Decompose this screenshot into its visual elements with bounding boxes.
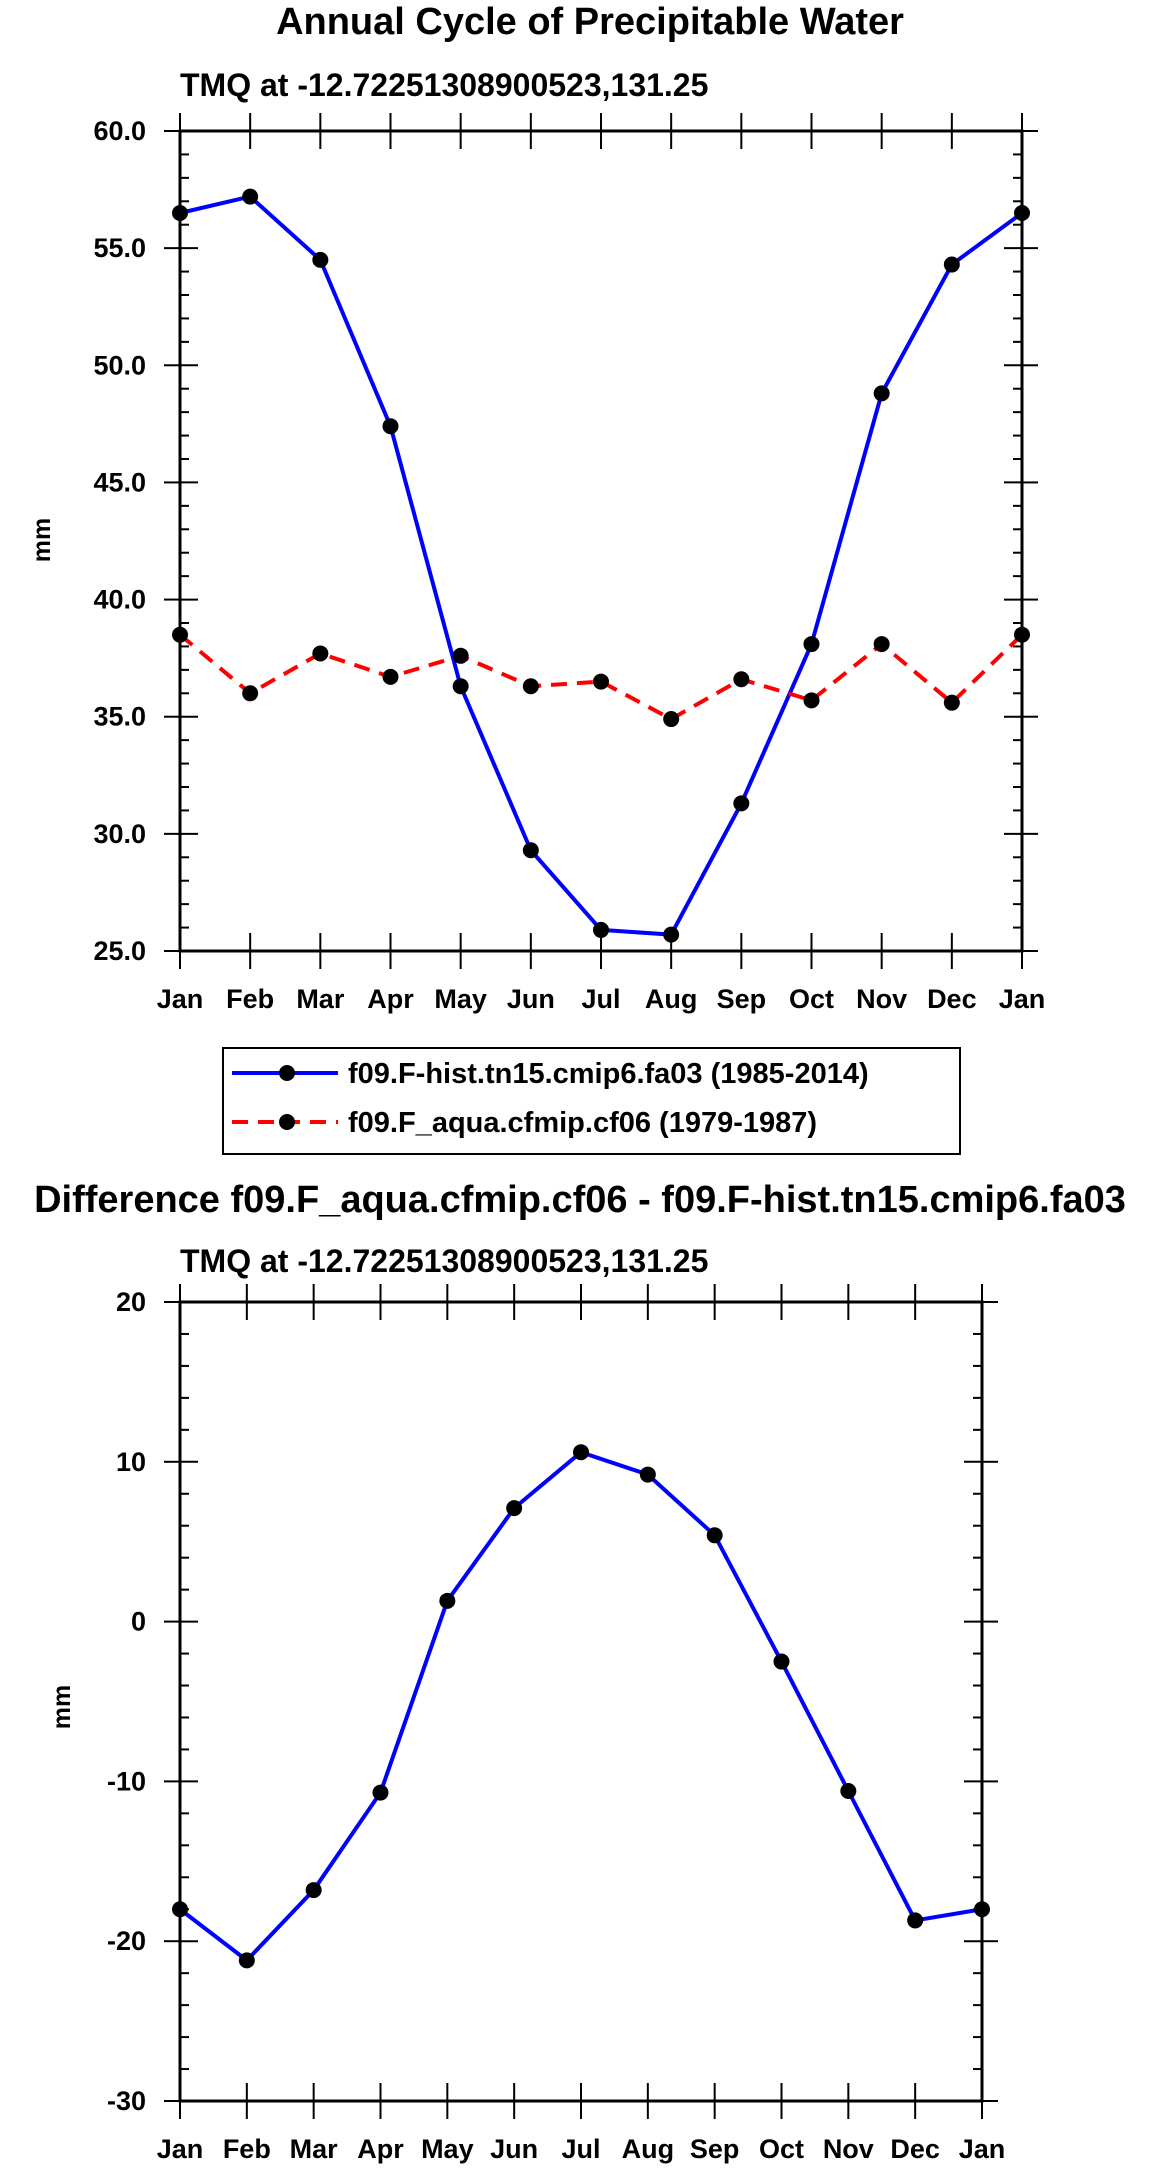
chart-1-y-tick-label: 25.0	[93, 936, 146, 966]
chart-2-series-1-point	[439, 1592, 456, 1609]
chart-2-series-1-point	[706, 1527, 723, 1544]
legend-label-series-1: f09.F-hist.tn15.cmip6.fa03 (1985-2014)	[348, 1058, 869, 1090]
chart-1-subtitle: TMQ at -12.72251308900523,131.25	[180, 67, 708, 103]
legend-marker-series-2	[279, 1114, 295, 1130]
chart-1-x-tick-label: Mar	[296, 984, 345, 1014]
chart-1-x-tick-label: Sep	[717, 984, 767, 1014]
chart-2-x-tick-label: Jan	[959, 2134, 1006, 2164]
chart-1-series-1-point	[452, 678, 469, 695]
chart-2-x-tick-label: Feb	[223, 2134, 271, 2164]
chart-1-series-2-point	[873, 636, 890, 653]
chart-2-series-1-point	[238, 1952, 255, 1969]
chart-2-series-1-point	[172, 1901, 188, 1918]
legend-label-series-2: f09.F_aqua.cfmip.cf06 (1979-1987)	[348, 1107, 817, 1139]
chart-2-x-tick-label: Nov	[823, 2134, 874, 2164]
chart-1-series-2-point	[593, 673, 609, 690]
chart-2-series-1-point	[773, 1653, 790, 1670]
chart-1-series-1-point	[522, 842, 539, 859]
chart-2-title: Difference f09.F_aqua.cfmip.cf06 - f09.F…	[34, 1179, 1126, 1221]
chart-1-series-1-point	[943, 256, 960, 273]
chart-2-series-1-point	[372, 1784, 389, 1801]
chart-1-x-tick-label: Nov	[856, 984, 907, 1014]
chart-1-series-1-line	[179, 194, 1024, 937]
chart-1-y-tick-label: 60.0	[93, 116, 146, 146]
chart-1-series-2-point	[172, 626, 188, 643]
chart-1-y-tick-label: 55.0	[93, 233, 146, 263]
chart-1-series-2-point	[522, 678, 539, 695]
chart-2-x-tick-label: Jul	[561, 2134, 600, 2164]
chart-2-y-tick-label: 10	[116, 1447, 146, 1477]
chart-1-x-tick-label: Feb	[226, 984, 274, 1014]
chart-2-x-tick-label: Dec	[890, 2134, 940, 2164]
chart-2-series-1-point	[305, 1882, 322, 1899]
chart-2-y-tick-label: 0	[131, 1607, 146, 1637]
chart-1-series-1-point	[242, 188, 259, 205]
chart-2-series-1-point	[639, 1466, 656, 1483]
chart-1-series-2-point	[733, 671, 750, 688]
chart-2-subtitle: TMQ at -12.72251308900523,131.25	[180, 1243, 708, 1279]
chart-1-y-tick-label: 30.0	[93, 819, 146, 849]
chart-2-y-tick-label: -30	[107, 2086, 146, 2116]
chart-2-y-axis-label: mm	[48, 1685, 76, 1729]
chart-1-x-tick-label: May	[434, 984, 487, 1014]
chart-2-x-tick-label: Sep	[690, 2134, 740, 2164]
chart-1-series-2-point	[312, 645, 329, 662]
chart-1-series-2-point	[943, 694, 960, 711]
chart-1-series-1-point	[312, 251, 329, 268]
chart-1-y-axis-label: mm	[28, 518, 56, 562]
chart-1-series-1-point	[873, 385, 890, 402]
chart-1-x-tick-label: Jun	[507, 984, 555, 1014]
chart-1-series-1-point	[663, 926, 680, 943]
chart-1-series-2-point	[663, 711, 680, 728]
chart-1-y-tick-label: 35.0	[93, 702, 146, 732]
chart-1-plot: 25.0 30.0 35.0 40.0 45.0 50.0 55.0 60.0 Jan Feb Ma…	[93, 113, 1045, 1014]
chart-1-series-1-point	[593, 921, 609, 938]
chart-1-series-2-point	[803, 692, 820, 709]
chart-2-series-1-line	[178, 1450, 983, 1963]
chart-2-x-tick-label: Jan	[157, 2134, 204, 2164]
chart-1-frame	[178, 129, 1024, 953]
chart-1-series-1-point	[1014, 205, 1030, 221]
legend: f09.F-hist.tn15.cmip6.fa03 (1985-2014) f…	[222, 1047, 961, 1155]
chart-1-x-tick-label: Aug	[645, 984, 697, 1014]
chart-1-series-1-point	[382, 418, 399, 435]
chart-2-y-tick-label: 20	[116, 1287, 146, 1317]
chart-2-x-tick-label: Jun	[490, 2134, 538, 2164]
chart-1-x-tick-label: Apr	[367, 984, 414, 1014]
chart-1-series-1-point	[733, 795, 750, 812]
chart-1-series-2-point	[242, 685, 259, 702]
chart-1-series-2-point	[1014, 626, 1030, 643]
chart-1-x-tick-label: Jul	[581, 984, 620, 1014]
chart-1-x-tick-label: Jan	[999, 984, 1046, 1014]
legend-box	[222, 1047, 961, 1155]
chart-2-y-tick-label: -10	[107, 1766, 146, 1796]
chart-2-series-1-point	[907, 1912, 924, 1929]
chart-2-x-tick-label: Aug	[622, 2134, 674, 2164]
chart-2-x-tick-label: Apr	[357, 2134, 404, 2164]
chart-2-series-1-point	[974, 1901, 990, 1918]
chart-2-x-tick-label: Mar	[290, 2134, 339, 2164]
chart-2-frame	[178, 1300, 984, 2103]
chart-2-x-tick-label: May	[421, 2134, 474, 2164]
legend-marker-series-1	[279, 1065, 295, 1081]
chart-1-x-tick-label: Dec	[927, 984, 977, 1014]
chart-2-x-tick-label: Oct	[759, 2134, 804, 2164]
chart-1-y-tick-label: 40.0	[93, 585, 146, 615]
chart-2-plot: -30 -20 -10 0 10 20 Jan Feb Mar Apr May Jun Jul Aug Se…	[107, 1284, 1005, 2164]
chart-1-y-tick-label: 45.0	[93, 467, 146, 497]
chart-2-series-1-point	[840, 1782, 857, 1799]
chart-2-series-1-point	[506, 1500, 523, 1517]
chart-2-series-1-point	[573, 1444, 589, 1461]
chart-1-series-2-point	[382, 668, 399, 685]
chart-2-y-tick-label: -20	[107, 1926, 146, 1956]
chart-1-title: Annual Cycle of Precipitable Water	[276, 1, 904, 43]
chart-1-series-1-point	[172, 205, 188, 221]
chart-1-series-1-point	[803, 636, 820, 653]
chart-1-series-2-point	[452, 647, 469, 664]
chart-1-y-tick-label: 50.0	[93, 350, 146, 380]
chart-1-x-tick-label: Jan	[157, 984, 204, 1014]
chart-1-x-tick-label: Oct	[789, 984, 834, 1014]
